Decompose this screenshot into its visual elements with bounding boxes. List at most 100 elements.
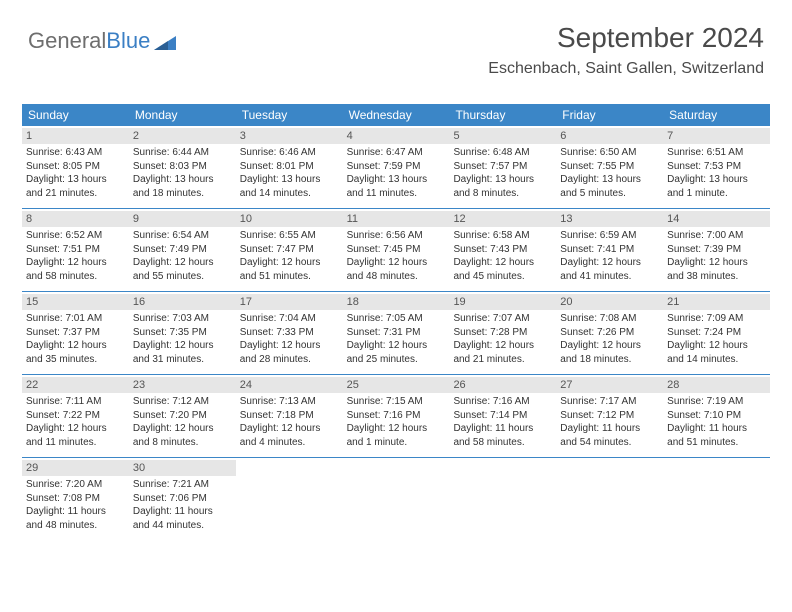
day-cell: 24Sunrise: 7:13 AMSunset: 7:18 PMDayligh… [236,375,343,457]
day-detail-line: and 41 minutes. [560,270,659,284]
calendar-grid: Sunday Monday Tuesday Wednesday Thursday… [22,104,770,540]
day-detail-line: Daylight: 12 hours [240,256,339,270]
day-detail-line: Sunset: 7:26 PM [560,326,659,340]
day-cell: . [236,458,343,540]
day-number: 14 [663,211,770,227]
day-detail-line: Sunset: 8:05 PM [26,160,125,174]
day-detail-line: Sunrise: 7:00 AM [667,229,766,243]
day-detail-line: Sunset: 7:24 PM [667,326,766,340]
day-number: 12 [449,211,556,227]
day-cell: 23Sunrise: 7:12 AMSunset: 7:20 PMDayligh… [129,375,236,457]
day-detail-line: Daylight: 12 hours [560,339,659,353]
day-cell: 16Sunrise: 7:03 AMSunset: 7:35 PMDayligh… [129,292,236,374]
day-detail-line: and 21 minutes. [453,353,552,367]
day-detail-line: Sunrise: 6:54 AM [133,229,232,243]
dayhead-saturday: Saturday [663,104,770,126]
day-detail-line: Daylight: 13 hours [26,173,125,187]
day-number: 4 [343,128,450,144]
day-detail-line: Sunrise: 7:05 AM [347,312,446,326]
day-detail-line: Daylight: 11 hours [453,422,552,436]
day-number: 30 [129,460,236,476]
day-number: 6 [556,128,663,144]
day-detail-line: Daylight: 13 hours [667,173,766,187]
day-number: 25 [343,377,450,393]
day-detail-line: Sunrise: 7:21 AM [133,478,232,492]
page-header: September 2024 Eschenbach, Saint Gallen,… [488,22,764,78]
day-number: 19 [449,294,556,310]
day-detail-line: Daylight: 11 hours [26,505,125,519]
day-detail-line: Sunset: 7:31 PM [347,326,446,340]
day-cell: 19Sunrise: 7:07 AMSunset: 7:28 PMDayligh… [449,292,556,374]
day-number: 21 [663,294,770,310]
day-detail-line: Sunset: 7:18 PM [240,409,339,423]
day-detail-line: Sunrise: 6:55 AM [240,229,339,243]
day-detail-line: Sunset: 7:20 PM [133,409,232,423]
day-cell: 25Sunrise: 7:15 AMSunset: 7:16 PMDayligh… [343,375,450,457]
page-title: September 2024 [488,22,764,54]
day-detail-line: Daylight: 13 hours [347,173,446,187]
day-detail-line: Sunrise: 7:13 AM [240,395,339,409]
day-detail-line: and 14 minutes. [667,353,766,367]
day-detail-line: Sunset: 7:39 PM [667,243,766,257]
day-detail-line: Daylight: 11 hours [560,422,659,436]
day-detail-line: Sunset: 8:01 PM [240,160,339,174]
day-detail-line: Daylight: 12 hours [240,422,339,436]
day-detail-line: Sunrise: 6:47 AM [347,146,446,160]
day-detail-line: Sunset: 7:49 PM [133,243,232,257]
day-detail-line: and 38 minutes. [667,270,766,284]
day-detail-line: Sunrise: 7:09 AM [667,312,766,326]
day-number: 29 [22,460,129,476]
day-detail-line: Sunrise: 7:15 AM [347,395,446,409]
day-detail-line: Sunrise: 6:56 AM [347,229,446,243]
day-detail-line: and 35 minutes. [26,353,125,367]
day-detail-line: Sunset: 8:03 PM [133,160,232,174]
day-detail-line: and 55 minutes. [133,270,232,284]
day-detail-line: and 51 minutes. [240,270,339,284]
day-detail-line: Sunset: 7:37 PM [26,326,125,340]
day-detail-line: Daylight: 12 hours [133,339,232,353]
day-detail-line: Sunset: 7:35 PM [133,326,232,340]
dayhead-monday: Monday [129,104,236,126]
day-detail-line: and 5 minutes. [560,187,659,201]
day-detail-line: and 1 minute. [347,436,446,450]
day-detail-line: and 8 minutes. [453,187,552,201]
day-detail-line: Daylight: 12 hours [26,422,125,436]
day-cell: 30Sunrise: 7:21 AMSunset: 7:06 PMDayligh… [129,458,236,540]
day-cell: 20Sunrise: 7:08 AMSunset: 7:26 PMDayligh… [556,292,663,374]
day-number: 15 [22,294,129,310]
day-cell: 3Sunrise: 6:46 AMSunset: 8:01 PMDaylight… [236,126,343,208]
day-cell: 26Sunrise: 7:16 AMSunset: 7:14 PMDayligh… [449,375,556,457]
day-number: 17 [236,294,343,310]
day-detail-line: Sunrise: 7:11 AM [26,395,125,409]
day-detail-line: Sunrise: 7:03 AM [133,312,232,326]
day-number: 8 [22,211,129,227]
brand-logo: GeneralBlue [28,28,176,54]
day-detail-line: Sunset: 7:47 PM [240,243,339,257]
day-detail-line: Sunset: 7:59 PM [347,160,446,174]
day-number: 20 [556,294,663,310]
day-detail-line: and 54 minutes. [560,436,659,450]
day-number: 2 [129,128,236,144]
day-detail-line: Sunrise: 6:50 AM [560,146,659,160]
day-cell: 14Sunrise: 7:00 AMSunset: 7:39 PMDayligh… [663,209,770,291]
day-cell: 7Sunrise: 6:51 AMSunset: 7:53 PMDaylight… [663,126,770,208]
day-detail-line: Sunrise: 6:52 AM [26,229,125,243]
brand-part2: Blue [106,28,150,54]
day-cell: 1Sunrise: 6:43 AMSunset: 8:05 PMDaylight… [22,126,129,208]
day-detail-line: and 14 minutes. [240,187,339,201]
day-detail-line: Daylight: 11 hours [667,422,766,436]
day-detail-line: and 58 minutes. [26,270,125,284]
day-detail-line: Sunrise: 7:20 AM [26,478,125,492]
day-detail-line: Sunset: 7:33 PM [240,326,339,340]
day-cell: 6Sunrise: 6:50 AMSunset: 7:55 PMDaylight… [556,126,663,208]
day-detail-line: Daylight: 13 hours [560,173,659,187]
day-number: 18 [343,294,450,310]
day-detail-line: Sunrise: 7:16 AM [453,395,552,409]
day-cell: 10Sunrise: 6:55 AMSunset: 7:47 PMDayligh… [236,209,343,291]
day-detail-line: and 18 minutes. [133,187,232,201]
brand-triangle-icon [154,32,176,50]
dayhead-sunday: Sunday [22,104,129,126]
day-detail-line: Sunrise: 7:04 AM [240,312,339,326]
day-cell: 9Sunrise: 6:54 AMSunset: 7:49 PMDaylight… [129,209,236,291]
day-number: 26 [449,377,556,393]
